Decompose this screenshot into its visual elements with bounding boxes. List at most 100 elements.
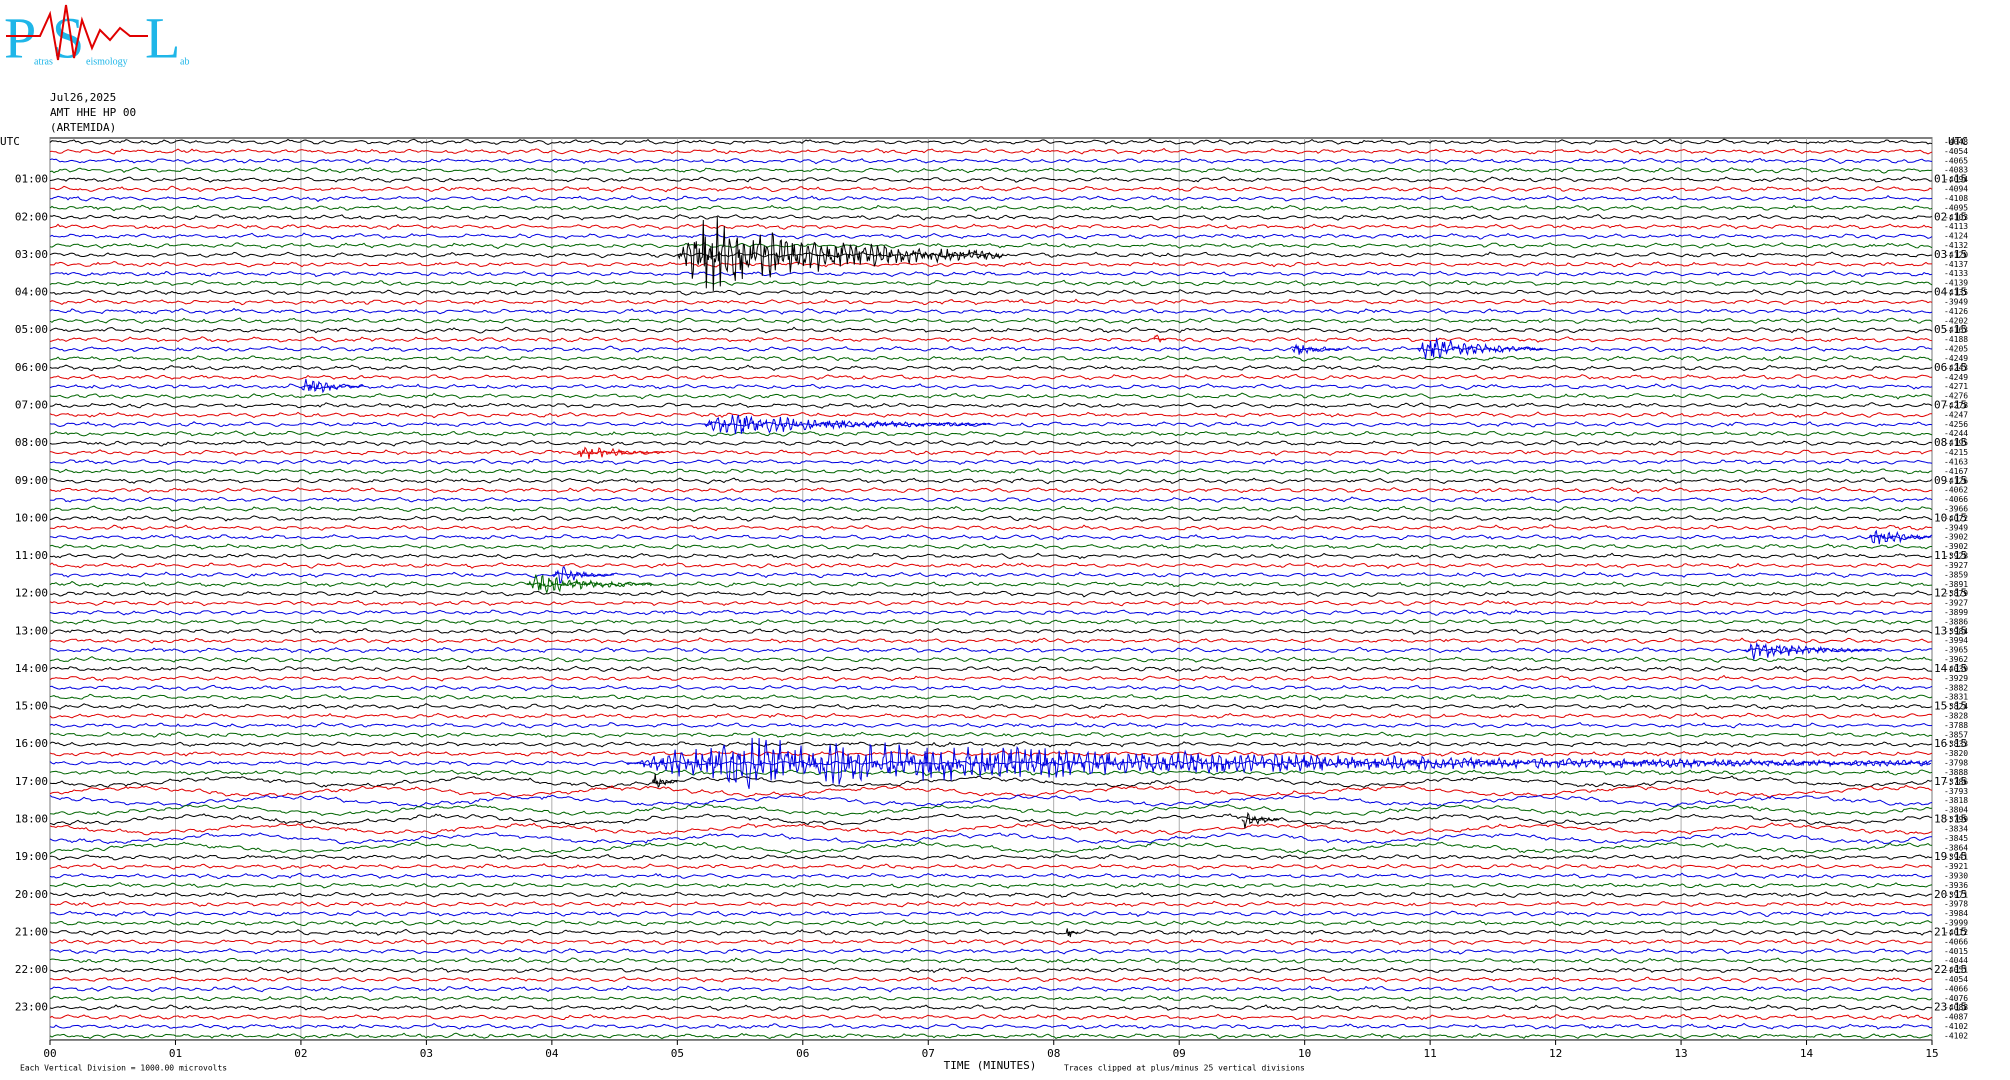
offset-label: -4249 [1944, 354, 1968, 363]
offset-label: -3971 [1944, 890, 1968, 899]
right-time-label: 09:15 [1934, 474, 1967, 487]
left-time-label: 18:00 [15, 813, 48, 826]
left-time-label: 15:00 [15, 700, 48, 713]
offset-label: -4072 [1944, 514, 1968, 523]
event-trace [526, 574, 653, 595]
x-tick-label: 09 [1173, 1047, 1186, 1060]
trace [49, 185, 1933, 193]
trace [49, 966, 1933, 974]
offset-label: -4102 [1944, 1031, 1968, 1040]
offset-label: -3936 [1944, 881, 1968, 890]
site: (ARTEMIDA) [50, 121, 116, 134]
logo-word: eismology [86, 56, 128, 67]
trace [49, 242, 1933, 250]
trace [49, 910, 1933, 918]
offset-label: -4054 [1944, 975, 1968, 984]
trace [49, 956, 1933, 965]
offset-label: -3949 [1944, 523, 1968, 532]
trace [49, 854, 1933, 861]
trace [49, 138, 1933, 146]
left-time-label: 09:00 [15, 474, 48, 487]
logo-letter: L [145, 5, 180, 70]
offset-label: -4065 [1944, 156, 1968, 165]
trace [49, 166, 1933, 174]
scale-note: Each Vertical Division = 1000.00 microvo… [20, 1064, 227, 1073]
offset-label: -3891 [1944, 580, 1968, 589]
x-tick-label: 14 [1800, 1047, 1814, 1060]
right-time-label: 13:15 [1934, 624, 1967, 637]
left-time-label: 11:00 [15, 549, 48, 562]
offset-label: -3882 [1944, 683, 1968, 692]
trace [49, 656, 1932, 663]
trace [49, 486, 1932, 494]
right-time-label: 07:15 [1934, 398, 1967, 411]
offset-label: -3793 [1944, 787, 1968, 796]
left-time-label: 22:00 [15, 963, 48, 976]
trace [49, 515, 1933, 522]
left-time-label: 08:00 [15, 436, 48, 449]
event-trace [300, 378, 364, 394]
left-time-label: 14:00 [15, 662, 48, 675]
offset-label: -4135 [1944, 288, 1968, 297]
trace [49, 260, 1932, 268]
offset-label: -4188 [1944, 335, 1968, 344]
offset-label: -3834 [1944, 824, 1968, 833]
trace [49, 618, 1933, 625]
trace [49, 270, 1933, 278]
offset-label: -4137 [1944, 260, 1968, 269]
trace [49, 1013, 1933, 1021]
trace [49, 345, 1933, 353]
event-trace [1291, 343, 1343, 355]
trace [49, 947, 1933, 955]
left-time-label: 02:00 [15, 210, 48, 223]
trace [49, 919, 1933, 927]
trace [49, 147, 1933, 155]
trace [49, 872, 1933, 880]
left-time-label: 21:00 [15, 925, 48, 938]
offset-label: -4202 [1944, 316, 1968, 325]
x-tick-label: 03 [420, 1047, 433, 1060]
offset-label: -4094 [1944, 175, 1968, 184]
offset-label: -4066 [1944, 495, 1968, 504]
trace [49, 534, 1933, 541]
right-time-label: 10:15 [1934, 511, 1967, 524]
trace [49, 784, 1933, 798]
left-axis-title: UTC [0, 135, 20, 148]
left-time-label: 06:00 [15, 361, 48, 374]
offset-label: -3949 [1944, 297, 1968, 306]
offset-label: -3857 [1944, 730, 1968, 739]
x-tick-label: 15 [1925, 1047, 1938, 1060]
right-time-label: 23:15 [1934, 1001, 1967, 1014]
trace [49, 355, 1933, 362]
left-time-label: 13:00 [15, 624, 48, 637]
trace [49, 552, 1932, 560]
event-trace [677, 216, 1004, 292]
trace [49, 562, 1933, 569]
trace [49, 176, 1933, 183]
trace [49, 439, 1933, 447]
trace [49, 1004, 1933, 1012]
left-time-label: 12:00 [15, 587, 48, 600]
event-trace [1065, 928, 1079, 938]
trace [49, 674, 1933, 682]
offset-label: -3799 [1944, 815, 1968, 824]
right-time-label: 19:15 [1934, 850, 1967, 863]
clip-note: Traces clipped at plus/minus 25 vertical… [1064, 1064, 1305, 1073]
offset-label: -4051 [1944, 966, 1968, 975]
trace [49, 392, 1933, 400]
trace [49, 571, 1933, 579]
event-trace [551, 565, 614, 584]
offset-label: -4163 [1944, 326, 1968, 335]
trace [49, 863, 1933, 871]
left-time-label: 01:00 [15, 173, 48, 186]
trace [49, 741, 1933, 748]
trace [49, 317, 1933, 324]
offset-label: -3962 [1944, 655, 1968, 664]
offset-label: -3927 [1944, 599, 1968, 608]
station: AMT HHE HP 00 [50, 106, 136, 119]
x-axis-label: TIME (MINUTES) [944, 1059, 1037, 1072]
offset-label: -4163 [1944, 457, 1968, 466]
trace [49, 731, 1933, 739]
x-tick-label: 10 [1298, 1047, 1311, 1060]
trace [49, 794, 1933, 808]
